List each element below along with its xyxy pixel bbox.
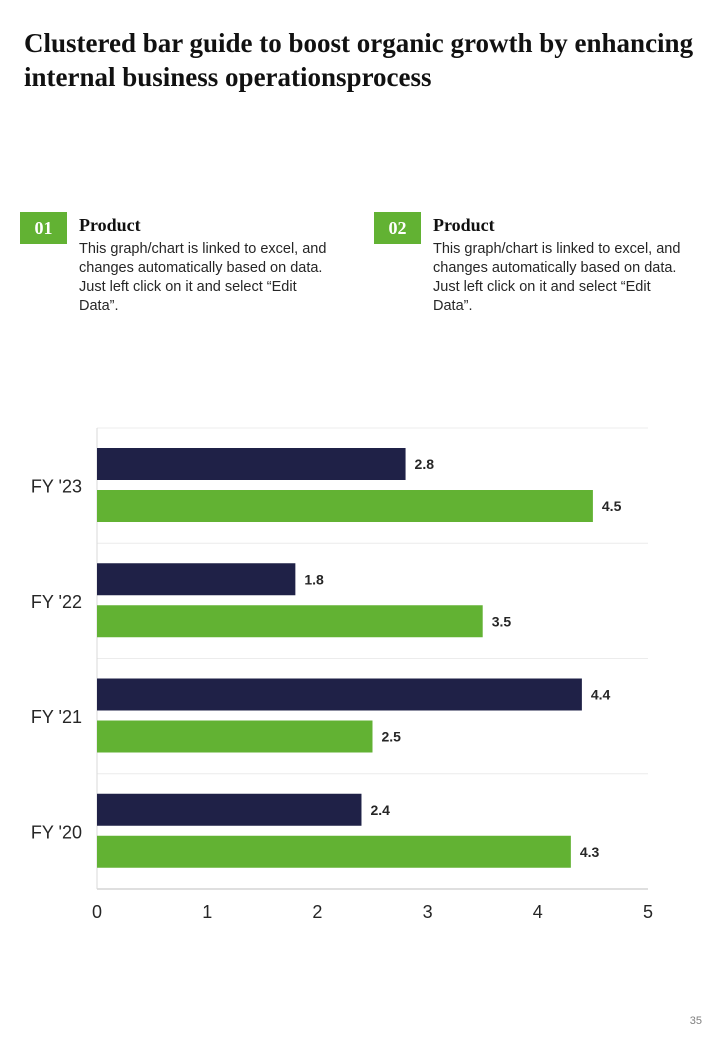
bar bbox=[97, 835, 571, 868]
page-number: 35 bbox=[689, 1015, 702, 1027]
category-label: FY '23 bbox=[31, 477, 82, 497]
bar bbox=[97, 678, 582, 711]
data-label: 4.4 bbox=[591, 687, 611, 703]
card-description: This graph/chart is linked to excel, and… bbox=[433, 241, 681, 314]
data-label: 4.5 bbox=[602, 498, 622, 514]
category-label: FY '21 bbox=[31, 707, 82, 727]
bar bbox=[97, 793, 362, 826]
x-tick-label: 4 bbox=[533, 902, 543, 922]
bar bbox=[97, 605, 483, 638]
card-heading: Product bbox=[433, 215, 495, 235]
x-tick-label: 0 bbox=[92, 902, 102, 922]
x-tick-label: 5 bbox=[643, 902, 653, 922]
data-label: 2.5 bbox=[382, 729, 402, 745]
bar bbox=[97, 720, 373, 753]
bar bbox=[97, 448, 406, 480]
category-label: FY '22 bbox=[31, 592, 82, 612]
x-tick-label: 3 bbox=[423, 902, 433, 922]
clustered-bar-chart: FY '23 2.8 4.5 FY '22 1.8 3.5 FY '21 4.4 2.5 FY '… bbox=[31, 427, 653, 922]
data-label: 2.4 bbox=[370, 802, 390, 818]
card-heading: Product bbox=[79, 215, 141, 235]
card-number-badge: 02 bbox=[374, 212, 421, 244]
category-label: FY '20 bbox=[31, 822, 82, 842]
x-tick-label: 1 bbox=[202, 902, 212, 922]
bar bbox=[97, 563, 296, 596]
card-number-badge: 01 bbox=[20, 212, 67, 244]
data-label: 3.5 bbox=[492, 613, 512, 629]
card-description: This graph/chart is linked to excel, and… bbox=[79, 241, 327, 314]
page-title: Clustered bar guide to boost organic gro… bbox=[24, 28, 694, 92]
x-tick-label: 2 bbox=[312, 902, 322, 922]
data-label: 4.3 bbox=[580, 844, 600, 860]
data-label: 2.8 bbox=[415, 456, 435, 472]
bar bbox=[97, 490, 593, 522]
data-label: 1.8 bbox=[304, 571, 324, 587]
